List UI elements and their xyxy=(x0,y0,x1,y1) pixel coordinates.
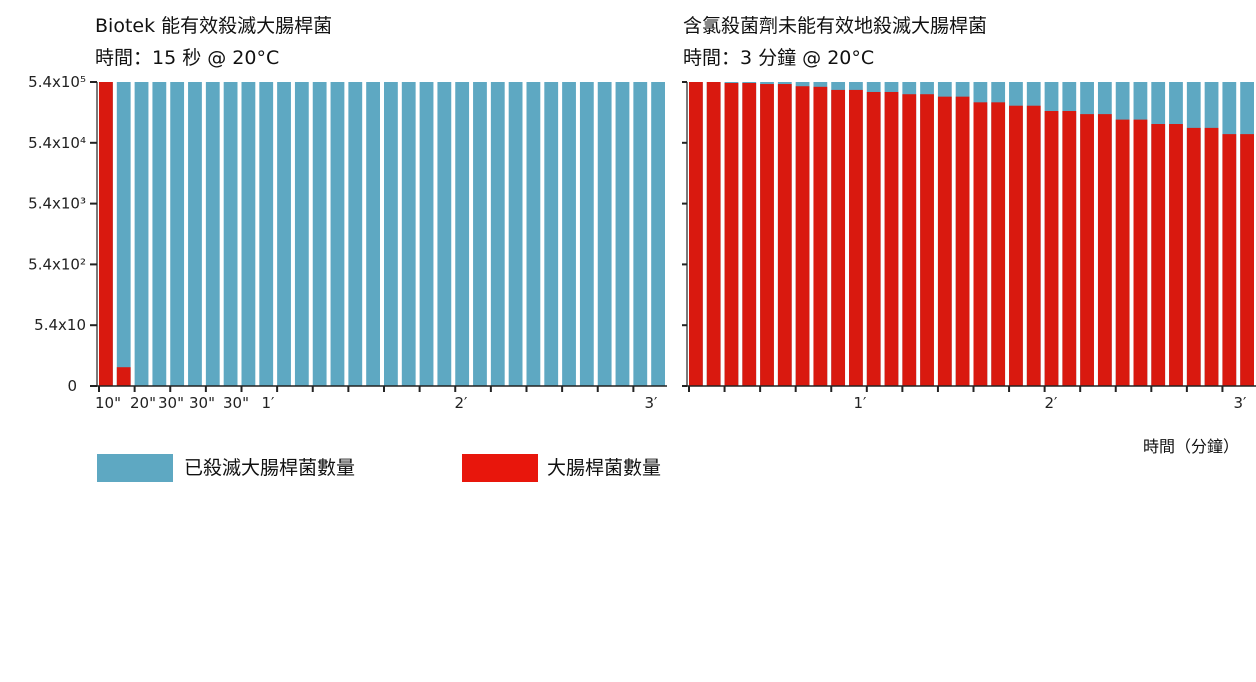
left-x-tick-label: 2′ xyxy=(455,394,469,412)
right-bar-remaining xyxy=(1009,105,1023,387)
left-bar-killed xyxy=(437,82,452,386)
right-bar-remaining xyxy=(973,102,988,387)
right-bar-remaining xyxy=(1169,124,1183,386)
right-x-tick-label: 3′ xyxy=(1234,394,1248,412)
left-bar-killed xyxy=(366,82,380,386)
left-bar-killed xyxy=(241,82,256,386)
left-bar-killed xyxy=(348,82,363,386)
right-bar-remaining xyxy=(1026,105,1041,387)
right-bar-remaining xyxy=(1062,111,1077,386)
right-bar-remaining xyxy=(1240,134,1254,386)
left-x-tick-label: 10" xyxy=(95,394,121,412)
left-bar-killed xyxy=(205,82,220,386)
legend-label-remaining: 大腸桿菌數量 xyxy=(547,457,662,479)
right-bar-remaining xyxy=(724,82,739,387)
right-bar-remaining xyxy=(902,94,917,386)
left-y-tick-label: 5.4x10⁴ xyxy=(28,134,86,152)
left-y-tick-label: 0 xyxy=(67,377,77,395)
left-bar-killed xyxy=(419,82,434,386)
right-bar-remaining xyxy=(1204,127,1219,386)
left-bar-killed xyxy=(330,82,345,386)
right-x-tick-label: 1′ xyxy=(854,394,868,412)
left-y-tick-label: 5.4x10² xyxy=(28,255,86,273)
left-bar-killed xyxy=(562,82,576,386)
left-bar-killed xyxy=(473,82,487,386)
left-bar-killed xyxy=(384,82,398,386)
right-bar-remaining xyxy=(831,89,846,387)
left-chart-subtitle: 時間：15 秒 @ 20°C xyxy=(95,47,280,69)
right-chart-title: 含氯殺菌劑未能有效地殺滅大腸桿菌 xyxy=(683,15,988,37)
right-chart-subtitle: 時間：3 分鐘 @ 20°C xyxy=(683,47,875,69)
right-bar-remaining xyxy=(1080,114,1094,386)
left-bar-killed xyxy=(152,82,167,386)
left-y-tick-label: 5.4x10³ xyxy=(28,195,86,213)
right-bar-remaining xyxy=(689,82,703,386)
right-bar-remaining xyxy=(760,84,774,386)
right-bar-remaining xyxy=(955,96,970,386)
left-bar-killed xyxy=(597,82,612,386)
left-bar-killed xyxy=(579,82,594,386)
right-bar-remaining xyxy=(742,82,757,387)
right-bar-remaining xyxy=(937,96,952,386)
x-axis-unit-label: 時間（分鐘） xyxy=(1143,437,1240,456)
charts-canvas: 10" 20" 30" 30" 30" 1′ 2′ 3′ 1′ 2′ 3′05.4x105.4x10… xyxy=(28,73,1256,412)
left-bar-killed xyxy=(188,82,202,386)
left-x-tick-label: 3′ xyxy=(645,394,659,412)
left-bar-killed xyxy=(544,82,559,386)
left-bar-killed xyxy=(615,82,630,386)
right-x-tick-label: 2′ xyxy=(1045,394,1059,412)
left-x-tick-label: 20" xyxy=(130,394,156,412)
right-bar-remaining xyxy=(884,91,899,386)
left-bar-killed xyxy=(116,82,131,386)
left-bar-killed xyxy=(223,82,238,386)
left-bar-killed xyxy=(277,82,291,386)
left-bar-killed xyxy=(455,82,470,386)
right-bar-remaining xyxy=(1097,114,1112,386)
right-bar-remaining xyxy=(1133,119,1148,387)
right-bar-remaining xyxy=(849,89,863,387)
right-bar-remaining xyxy=(866,91,881,386)
left-bar-killed xyxy=(170,82,185,386)
right-bar-remaining xyxy=(1222,134,1237,386)
legend-swatch-killed xyxy=(97,454,173,482)
left-bar-remaining xyxy=(116,367,131,386)
left-bar-killed xyxy=(508,82,523,386)
legend-swatch-killed xyxy=(97,654,173,682)
left-chart-title: Biotek 能有效殺滅大腸桿菌 xyxy=(95,15,333,37)
left-bar-killed xyxy=(490,82,505,386)
left-bar-killed xyxy=(134,82,149,386)
left-bar-remaining xyxy=(99,82,113,386)
right-bar-remaining xyxy=(1151,124,1166,386)
left-bar-killed xyxy=(633,82,648,386)
left-bar-killed xyxy=(526,82,541,386)
left-x-tick-label: 1′ xyxy=(262,394,276,412)
right-bar-remaining xyxy=(813,86,828,387)
left-x-tick-label: 30" xyxy=(223,394,249,412)
right-bar-remaining xyxy=(706,82,721,386)
right-bar-remaining xyxy=(1044,111,1059,386)
left-y-tick-label: 5.4x10 xyxy=(34,316,86,334)
left-bar-killed xyxy=(651,82,665,386)
legend-swatch-remaining xyxy=(462,454,538,482)
left-x-tick-label: 30" xyxy=(158,394,184,412)
left-bar-killed xyxy=(401,82,416,386)
right-bar-remaining xyxy=(1186,127,1201,386)
left-bar-killed xyxy=(294,82,309,386)
left-bar-killed xyxy=(312,82,327,386)
left-y-tick-label: 5.4x10⁵ xyxy=(28,73,86,91)
legend-label-killed: 已殺滅大腸桿菌數量 xyxy=(184,457,356,479)
right-bar-remaining xyxy=(991,102,1006,387)
right-bar-remaining xyxy=(1115,119,1130,387)
left-x-tick-label: 30" xyxy=(189,394,215,412)
left-bar-killed xyxy=(259,82,274,386)
right-bar-remaining xyxy=(920,94,934,386)
right-bar-remaining xyxy=(777,84,792,386)
right-bar-remaining xyxy=(795,86,810,387)
